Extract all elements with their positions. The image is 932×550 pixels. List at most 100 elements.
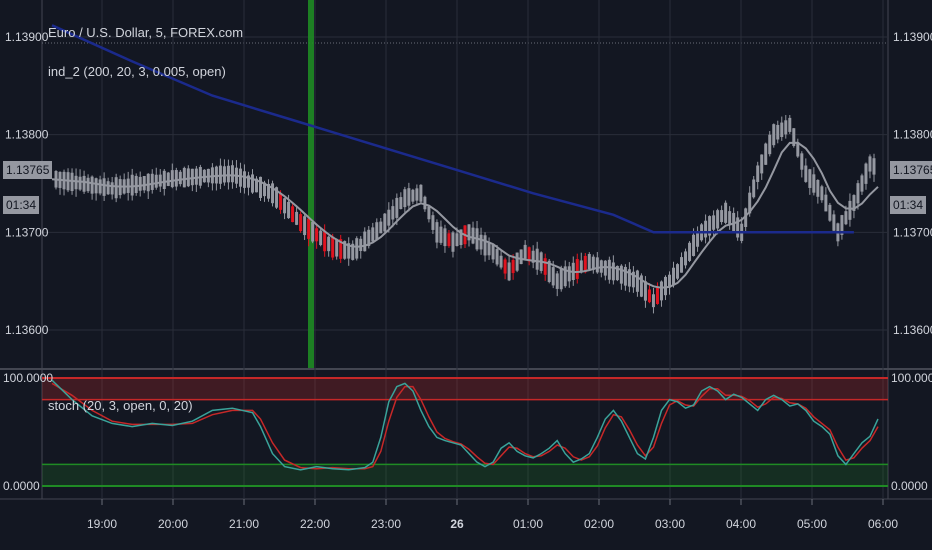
candle-body xyxy=(287,201,291,219)
candle-body xyxy=(680,257,684,273)
candle-body xyxy=(667,274,671,288)
stoch-overbought-band xyxy=(42,378,888,400)
candle-body xyxy=(776,124,780,140)
candle-body xyxy=(158,174,162,187)
time-tick-label: 03:00 xyxy=(655,517,685,531)
candle-body xyxy=(291,206,295,223)
time-tick-label: 22:00 xyxy=(300,517,330,531)
candle-body xyxy=(523,244,527,259)
candle-body xyxy=(90,176,94,194)
candle-body xyxy=(154,174,158,188)
candle-body xyxy=(832,214,836,231)
stoch-tick-label-left: 100.0000 xyxy=(3,371,53,385)
candle-body xyxy=(423,196,427,210)
time-tick-label: 01:00 xyxy=(513,517,543,531)
indicator-label[interactable]: ind_2 (200, 20, 3, 0.005, open) xyxy=(48,64,226,79)
candle-body xyxy=(663,276,667,296)
candle-body xyxy=(619,265,623,284)
price-tick-label-right: 1.13600 xyxy=(893,323,932,337)
candle-body xyxy=(688,242,692,261)
candle-body xyxy=(591,256,595,270)
candle-body xyxy=(607,259,611,280)
candle-body xyxy=(447,233,451,247)
candle-body xyxy=(712,215,716,230)
current-price-badge-left: 1.13765 xyxy=(3,161,53,179)
stoch-oversold-band xyxy=(42,464,888,486)
candle-body xyxy=(78,176,82,190)
candle-body xyxy=(435,222,439,243)
candle-body xyxy=(784,120,788,135)
candle-body xyxy=(130,174,134,196)
candle-body xyxy=(134,175,138,194)
candle-body xyxy=(110,182,114,195)
candle-body xyxy=(627,269,631,287)
time-tick-label: 20:00 xyxy=(158,517,188,531)
candle-body xyxy=(547,260,551,282)
candle-body xyxy=(864,163,868,184)
candle-body xyxy=(635,270,639,292)
vertical-marker xyxy=(308,0,314,368)
candle-body xyxy=(672,267,676,285)
candle-body xyxy=(772,124,776,146)
candle-body xyxy=(804,165,808,182)
candle-body xyxy=(623,266,627,286)
stoch-label[interactable]: stoch (20, 3, open, 0, 20) xyxy=(48,398,193,413)
candle-body xyxy=(307,218,311,239)
candle-body xyxy=(796,142,800,157)
candle-body xyxy=(491,244,495,260)
candle-body xyxy=(587,254,591,270)
candle-body xyxy=(716,210,720,229)
candle-body xyxy=(459,229,463,246)
candle-body xyxy=(872,158,876,175)
candle-body xyxy=(162,170,166,190)
candle-body xyxy=(583,255,587,273)
candle-body xyxy=(748,192,752,214)
candle-body xyxy=(615,265,619,281)
candle-body xyxy=(263,182,267,197)
candle-body xyxy=(708,216,712,236)
candle-body xyxy=(503,259,507,274)
candle-body xyxy=(363,231,367,252)
candle-body xyxy=(226,165,230,183)
candle-body xyxy=(319,230,323,246)
candle-body xyxy=(603,260,607,276)
symbol-title[interactable]: Euro / U.S. Dollar, 5, FOREX.com xyxy=(48,25,244,40)
candle-body xyxy=(868,156,872,172)
candle-body xyxy=(631,271,635,288)
price-tick-label-right: 1.13700 xyxy=(893,225,932,239)
candle-body xyxy=(816,179,820,197)
candle-body xyxy=(114,177,118,199)
candle-body xyxy=(684,251,688,266)
candle-body xyxy=(391,206,395,220)
candle-body xyxy=(379,221,383,234)
stoch-tick-label-right: 0.0000 xyxy=(891,479,928,493)
current-price-badge-right: 1.13765 xyxy=(890,161,932,179)
price-tick-label-left: 1.13700 xyxy=(5,225,49,239)
candle-body xyxy=(222,166,226,183)
candle-body xyxy=(736,217,740,238)
candle-body xyxy=(471,227,475,244)
candle-body xyxy=(692,234,696,256)
candle-body xyxy=(411,189,415,202)
candle-body xyxy=(511,260,515,274)
candle-body xyxy=(295,211,299,225)
candle-body xyxy=(371,227,375,242)
candle-body xyxy=(86,177,90,192)
candle-body xyxy=(555,273,559,289)
candle-body xyxy=(515,252,519,271)
candle-body xyxy=(279,193,283,210)
time-tick-label: 02:00 xyxy=(584,517,614,531)
candle-body xyxy=(543,258,547,275)
candle-body xyxy=(531,250,535,263)
candle-body xyxy=(728,211,732,225)
candle-body xyxy=(331,236,335,258)
candle-body xyxy=(824,194,828,212)
candle-body xyxy=(495,249,499,265)
candle-body xyxy=(567,266,571,282)
ma200-line xyxy=(51,24,854,234)
candle-body xyxy=(643,281,647,301)
candle-body xyxy=(647,289,651,303)
candle-body xyxy=(655,287,659,304)
